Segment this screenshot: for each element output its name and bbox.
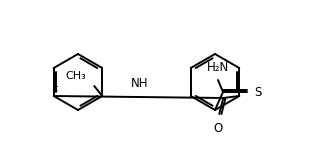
Text: F: F [51, 85, 58, 98]
Text: O: O [214, 122, 223, 135]
Text: CH₃: CH₃ [66, 71, 86, 81]
Text: S: S [254, 86, 261, 98]
Text: NH: NH [131, 77, 148, 90]
Text: H₂N: H₂N [207, 61, 229, 74]
